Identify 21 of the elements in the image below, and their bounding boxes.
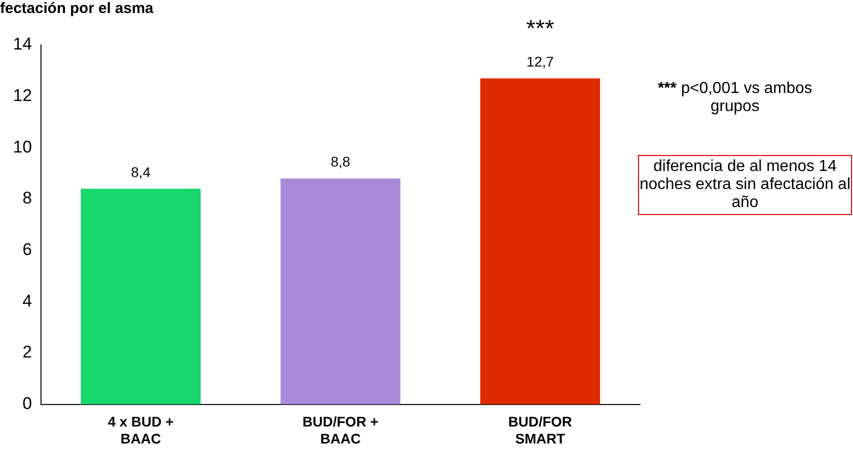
x-tick-label: 4 x BUD + BAAC: [108, 414, 174, 446]
annotation: diferencia de al menos 14 noches extra sin afectación al año: [638, 155, 852, 215]
y-tick-label: 12: [12, 86, 32, 106]
bar: [480, 78, 600, 404]
y-tick-label: 14: [12, 34, 32, 54]
text: *** p<0,001 vs ambos grupos: [656, 80, 814, 116]
y-tick-label: 0: [22, 394, 32, 414]
y-tick-label: 8: [22, 188, 32, 208]
data-label: 8,8: [330, 153, 350, 170]
y-tick-label: 10: [12, 137, 32, 156]
text: ***: [526, 15, 554, 42]
data-label: 12,7: [526, 53, 554, 70]
x-tick-label: BUD/FOR + BAAC: [302, 414, 378, 446]
x-tick-label: BUD/FOR SMART: [508, 414, 572, 446]
y-tick-label: 4: [22, 291, 32, 310]
chart-title: fectación por el asma: [0, 0, 154, 17]
y-tick-label: 6: [22, 240, 32, 260]
data-label: 8,4: [131, 164, 151, 180]
y-tick-label: 2: [22, 342, 32, 362]
bar: [80, 188, 201, 404]
bar: [280, 178, 400, 404]
